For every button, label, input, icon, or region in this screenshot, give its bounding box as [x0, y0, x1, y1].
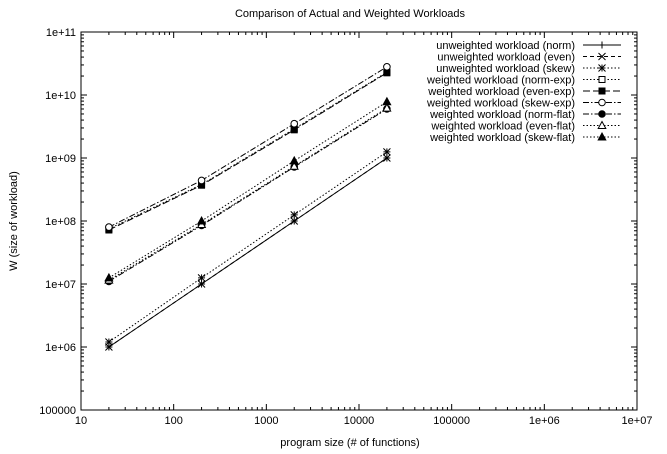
- data-point: [105, 338, 113, 346]
- series-8: [104, 96, 392, 282]
- data-point: [290, 126, 298, 134]
- x-tick-label: 10: [75, 415, 87, 427]
- data-point: [290, 217, 299, 225]
- series-line: [108, 151, 388, 343]
- series-line: [108, 71, 388, 230]
- y-tick-label: 1e+09: [45, 153, 76, 165]
- data-point: [290, 211, 299, 219]
- legend-label: unweighted workload (norm): [436, 40, 575, 52]
- data-point: [289, 161, 299, 170]
- x-tick-label: 100000: [433, 415, 470, 427]
- series-1: [105, 154, 391, 351]
- legend-marker: [597, 120, 607, 129]
- legend-item-6: weighted workload (norm-flat): [429, 109, 621, 121]
- data-point: [105, 223, 113, 231]
- series-4: [105, 69, 391, 234]
- data-point: [382, 103, 392, 112]
- series-2: [105, 148, 391, 346]
- legend-label: weighted workload (even-flat): [430, 121, 575, 133]
- legend-marker: [598, 76, 606, 83]
- legend-label: unweighted workload (skew): [436, 63, 575, 75]
- data-point: [383, 69, 391, 77]
- legend-item-1: unweighted workload (even): [437, 52, 621, 64]
- series-7: [104, 103, 392, 284]
- data-point: [383, 63, 391, 71]
- legend-item-5: weighted workload (skew-exp): [426, 98, 621, 110]
- series-line: [108, 66, 388, 228]
- series-lines: [104, 63, 392, 351]
- legend-marker: [598, 64, 606, 72]
- legend-marker: [598, 87, 606, 95]
- legend-label: weighted workload (norm-exp): [426, 75, 575, 87]
- data-point: [197, 280, 206, 288]
- data-point: [383, 154, 391, 162]
- y-tick-label: 1e+08: [45, 216, 76, 228]
- series-3: [105, 68, 391, 233]
- x-tick-label: 1000: [254, 415, 278, 427]
- y-tick-label: 1e+11: [46, 27, 76, 39]
- x-tick-label: 10000: [344, 415, 375, 427]
- legend-item-8: weighted workload (skew-flat): [429, 131, 621, 144]
- data-point: [197, 176, 206, 185]
- data-point: [290, 119, 299, 128]
- series-line: [108, 157, 388, 348]
- x-tick-label: 1e+06: [529, 415, 560, 427]
- series-line: [108, 107, 388, 281]
- y-tick-label: 1e+06: [45, 342, 76, 354]
- data-point: [383, 148, 391, 156]
- legend-item-2: unweighted workload (skew): [436, 63, 621, 75]
- legend-marker: [598, 41, 606, 49]
- legend-marker: [598, 110, 606, 118]
- y-tick-label: 1e+10: [45, 90, 76, 102]
- x-axis-label: program size (# of functions): [280, 437, 419, 449]
- x-tick-label: 1e+07: [622, 415, 653, 427]
- legend-marker: [597, 131, 607, 141]
- legend-label: weighted workload (norm-flat): [429, 109, 575, 121]
- legend-item-7: weighted workload (even-flat): [430, 120, 621, 133]
- y-tick-label: 100000: [39, 405, 76, 417]
- series-line: [108, 72, 388, 231]
- legend-item-3: weighted workload (norm-exp): [426, 75, 621, 87]
- data-point: [104, 272, 114, 282]
- legend: unweighted workload (norm)unweighted wor…: [426, 40, 621, 144]
- series-5: [105, 63, 391, 231]
- legend-label: unweighted workload (even): [437, 52, 575, 64]
- data-point: [197, 274, 206, 282]
- legend-label: weighted workload (skew-flat): [429, 132, 575, 144]
- series-line: [108, 108, 388, 282]
- data-point: [289, 155, 299, 165]
- x-tick-label: 100: [164, 415, 182, 427]
- legend-marker: [598, 98, 606, 107]
- legend-item-0: unweighted workload (norm): [436, 40, 621, 52]
- series-line: [108, 101, 388, 279]
- legend-label: weighted workload (even-exp): [427, 86, 575, 98]
- data-point: [382, 96, 392, 106]
- axes: 10 100 1000 10000 100000 1e+06 1e+07 100000 1e+0…: [39, 27, 652, 427]
- y-tick-label: 1e+07: [45, 279, 76, 291]
- legend-item-4: weighted workload (even-exp): [427, 86, 621, 98]
- y-axis-label: W (size of workload): [8, 171, 20, 271]
- legend-label: weighted workload (skew-exp): [426, 98, 575, 110]
- legend-marker: [598, 52, 606, 61]
- data-point: [196, 215, 207, 225]
- chart-title: Comparison of Actual and Weighted Worklo…: [235, 8, 466, 20]
